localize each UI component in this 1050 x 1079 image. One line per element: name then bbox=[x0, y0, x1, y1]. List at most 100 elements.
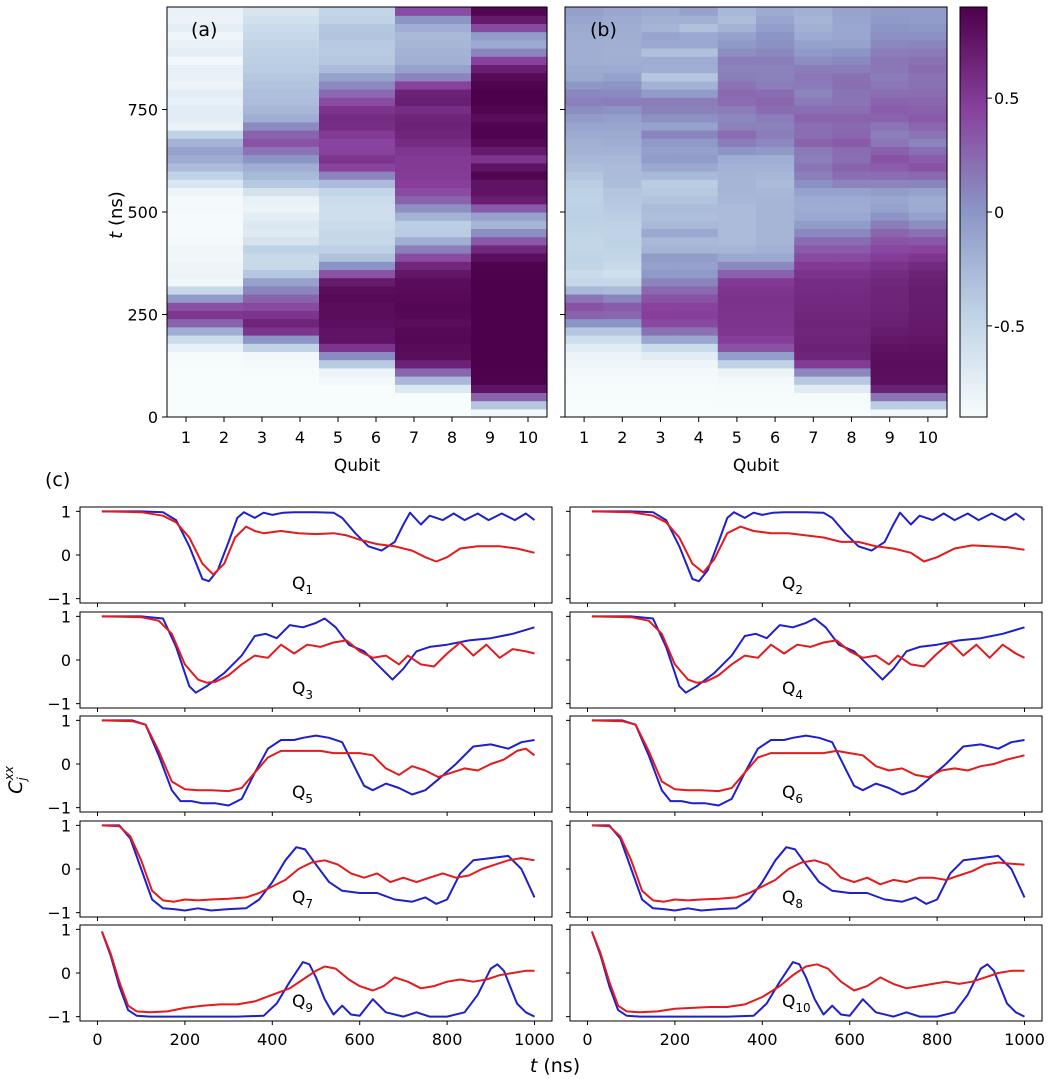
heatmap-cell bbox=[395, 72, 434, 82]
heatmap-cell bbox=[319, 384, 358, 393]
ytick-label: 0 bbox=[61, 964, 71, 983]
colorbar-ticks: 0.5 0 -0.5 bbox=[987, 89, 1025, 336]
heatmap-cell bbox=[756, 89, 795, 98]
xtick-label: 800 bbox=[432, 1030, 463, 1049]
subplot-label: Q8 bbox=[782, 888, 803, 911]
heatmap-cell bbox=[395, 343, 434, 352]
heatmap-cell bbox=[395, 195, 434, 205]
heatmap-cell bbox=[357, 212, 396, 221]
heatmap-ytick-label: 500 bbox=[127, 203, 158, 222]
heatmap-cell bbox=[357, 261, 396, 270]
subplot-q6: Q6 bbox=[566, 715, 1043, 816]
heatmap-cell bbox=[509, 376, 548, 385]
heatmap-cell bbox=[205, 7, 244, 16]
heatmap-cell bbox=[357, 89, 396, 98]
heatmap-cell bbox=[832, 97, 872, 106]
heatmap-cell bbox=[717, 351, 757, 361]
heatmap-cell bbox=[471, 39, 510, 49]
heatmap-cell bbox=[395, 23, 434, 33]
heatmap-cell bbox=[679, 105, 719, 115]
heatmap-cell bbox=[641, 269, 681, 279]
heatmap-cell bbox=[395, 269, 434, 279]
heatmap-cell bbox=[319, 228, 358, 238]
heatmap-cell bbox=[281, 72, 320, 82]
heatmap-cell bbox=[603, 121, 642, 131]
heatmap-cell bbox=[679, 195, 719, 205]
heatmap-cell bbox=[395, 179, 434, 188]
heatmap-cell bbox=[167, 48, 206, 57]
heatmap-cell bbox=[832, 310, 872, 320]
heatmap-cell bbox=[281, 384, 320, 393]
heatmap-cell bbox=[756, 15, 795, 24]
heatmap-cell bbox=[281, 105, 320, 115]
heatmap-cell bbox=[167, 400, 206, 410]
heatmap-cell bbox=[756, 146, 795, 156]
heatmap-cell bbox=[243, 146, 282, 156]
heatmap-cell bbox=[471, 351, 510, 361]
heatmap-cell bbox=[167, 179, 206, 188]
heatmap-cell bbox=[756, 343, 795, 352]
heatmap-cell bbox=[908, 187, 948, 197]
heatmap-cell bbox=[395, 212, 434, 221]
heatmap-cell bbox=[756, 408, 795, 418]
heatmap-cell bbox=[603, 113, 642, 123]
heatmap-cell bbox=[756, 294, 795, 303]
series-red-line bbox=[100, 931, 535, 1014]
heatmap-cell bbox=[167, 302, 206, 311]
heatmap-cell bbox=[509, 326, 548, 336]
heatmap-cell bbox=[357, 376, 396, 385]
heatmap-axes: 1 2 3 4 5 6 7 8 9 10 0 250 500 750 1 2 3 4 5 6 7 8 9 10 bbox=[127, 101, 938, 448]
heatmap-cell bbox=[357, 384, 396, 393]
heatmap-cell bbox=[870, 392, 910, 402]
heatmap-cell bbox=[908, 138, 948, 147]
heatmap-cell bbox=[471, 31, 510, 41]
heatmap-cell bbox=[679, 56, 719, 65]
heatmap-cell bbox=[243, 261, 282, 270]
heatmap-cell bbox=[433, 138, 472, 147]
heatmap-cell bbox=[471, 146, 510, 156]
heatmap-cell bbox=[794, 269, 833, 279]
heatmap-cell bbox=[679, 244, 719, 254]
heatmap-cell bbox=[167, 72, 206, 82]
heatmap-cell bbox=[281, 15, 320, 24]
heatmap-cell bbox=[832, 31, 872, 41]
heatmap-cell bbox=[717, 261, 757, 270]
heatmap-cell bbox=[433, 236, 472, 246]
heatmap-cell bbox=[603, 80, 642, 90]
heatmap-cell bbox=[756, 72, 795, 82]
ytick-label: −1 bbox=[47, 904, 71, 923]
heatmap-cell bbox=[395, 294, 434, 303]
heatmap-cell bbox=[319, 154, 358, 164]
heatmap-cell bbox=[870, 359, 910, 369]
heatmap-cell bbox=[832, 343, 872, 352]
heatmap-cell bbox=[717, 367, 757, 377]
heatmap-cell bbox=[565, 23, 604, 33]
heatmap-cell bbox=[281, 56, 320, 65]
heatmap-cell bbox=[205, 80, 244, 90]
heatmap-cell bbox=[870, 146, 910, 156]
heatmap-cell bbox=[717, 212, 757, 221]
ytick-label: 0 bbox=[61, 651, 71, 670]
heatmap-cell bbox=[433, 376, 472, 385]
heatmap-cell bbox=[641, 310, 681, 320]
heatmap-cell bbox=[908, 212, 948, 221]
heatmap-cell bbox=[205, 154, 244, 164]
heatmap-cell bbox=[509, 236, 548, 246]
heatmap-cell bbox=[603, 56, 642, 65]
heatmap-cell bbox=[756, 228, 795, 238]
heatmap-cell bbox=[832, 244, 872, 254]
colorbar-tick-label: 0.5 bbox=[994, 89, 1019, 108]
heatmap-cell bbox=[433, 367, 472, 377]
heatmap-cell bbox=[205, 253, 244, 262]
heatmap-cell bbox=[243, 244, 282, 254]
heatmap-cell bbox=[565, 56, 604, 65]
heatmap-cell bbox=[509, 195, 548, 205]
heatmap-cell bbox=[641, 195, 681, 205]
heatmap-cell bbox=[603, 154, 642, 164]
heatmap-cell bbox=[509, 187, 548, 197]
heatmap-xtick-label: 3 bbox=[655, 428, 665, 447]
heatmap-cell bbox=[679, 376, 719, 385]
heatmap-cell bbox=[281, 408, 320, 418]
heatmap-cell bbox=[509, 171, 548, 180]
heatmap-cell bbox=[756, 171, 795, 180]
